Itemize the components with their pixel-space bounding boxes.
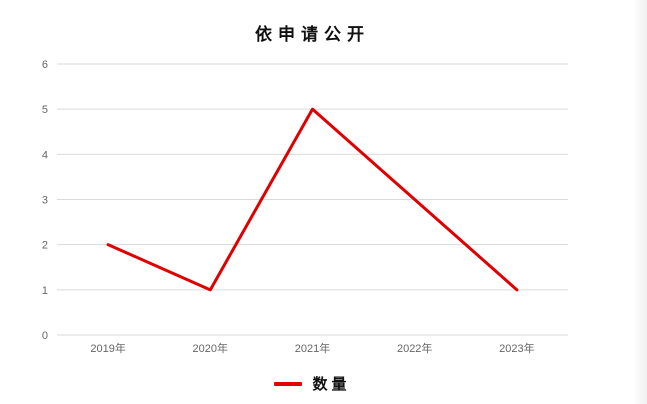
legend-series-label: 数量 [312, 375, 351, 393]
y-axis-tick-label: 6 [42, 59, 48, 71]
legend: 数量 [57, 373, 568, 394]
legend-line-marker [274, 381, 303, 386]
y-axis-tick-label: 0 [42, 330, 48, 342]
y-axis-tick-label: 1 [42, 285, 48, 297]
y-axis-tick-label: 2 [42, 240, 48, 252]
x-axis-tick-label: 2020年 [193, 341, 228, 355]
x-axis-tick-label: 2021年 [295, 341, 330, 355]
y-axis-tick-label: 4 [42, 149, 48, 161]
y-axis-tick-label: 3 [42, 195, 48, 207]
data-series-line [106, 107, 519, 292]
x-axis-tick-label: 2023年 [499, 341, 534, 355]
x-axis-tick-label: 2022年 [397, 341, 432, 355]
chart-title: 依申请公开 [255, 25, 370, 45]
y-axis-tick-label: 5 [42, 104, 48, 116]
x-axis-tick-label: 2019年 [90, 341, 125, 355]
